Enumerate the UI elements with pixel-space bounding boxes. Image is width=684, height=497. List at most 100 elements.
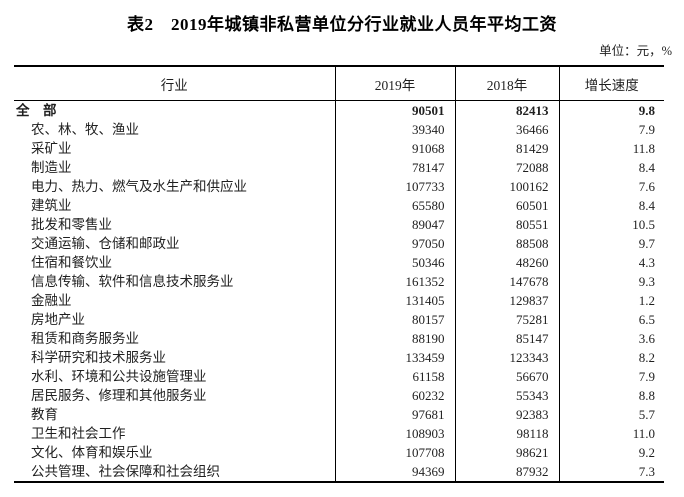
table-row: 教育 97681 92383 5.7	[14, 405, 664, 424]
industry-cell: 租赁和商务服务业	[14, 329, 336, 348]
growth-cell: 9.7	[638, 236, 655, 251]
table-body: 全 部 90501 82413 9.8 农、林、牧、渔业 39340 36466…	[14, 100, 664, 482]
growth-cell: 8.8	[638, 388, 655, 403]
value-2019-cell: 88190	[335, 329, 456, 348]
table-row: 公共管理、社会保障和社会组织 94369 87932 7.3	[14, 462, 664, 482]
table-row: 全 部 90501 82413 9.8	[14, 100, 664, 120]
industry-cell: 教育	[14, 405, 336, 424]
growth-cell: 5.7	[638, 407, 655, 422]
value-2018-cell: 80551	[455, 215, 560, 234]
value-2018-cell: 147678	[455, 272, 560, 291]
growth-cell: 9.3	[638, 274, 655, 289]
value-2018-cell: 81429	[455, 139, 560, 158]
value-2018-cell: 98621	[455, 443, 560, 462]
value-2019-cell: 89047	[335, 215, 456, 234]
value-2018-cell: 55343	[455, 386, 560, 405]
table-row: 建筑业 65580 60501 8.4	[14, 196, 664, 215]
industry-cell: 居民服务、修理和其他服务业	[14, 386, 336, 405]
value-2018-cell: 98118	[455, 424, 560, 443]
table-row: 租赁和商务服务业 88190 85147 3.6	[14, 329, 664, 348]
value-2018-cell: 87932	[455, 462, 560, 482]
value-2019-cell: 78147	[335, 158, 456, 177]
value-2018-cell: 75281	[455, 310, 560, 329]
growth-cell: 10.5	[632, 217, 655, 232]
value-2019-cell: 90501	[335, 100, 456, 120]
growth-cell: 11.0	[632, 426, 655, 441]
value-2018-cell: 72088	[455, 158, 560, 177]
industry-cell: 农、林、牧、渔业	[14, 120, 336, 139]
growth-cell: 7.9	[638, 122, 655, 137]
table-row: 住宿和餐饮业 50346 48260 4.3	[14, 253, 664, 272]
value-2019-cell: 107733	[335, 177, 456, 196]
value-2019-cell: 131405	[335, 291, 456, 310]
table-row: 金融业 131405 129837 1.2	[14, 291, 664, 310]
table-row: 房地产业 80157 75281 6.5	[14, 310, 664, 329]
industry-cell: 公共管理、社会保障和社会组织	[14, 462, 336, 482]
value-2019-cell: 80157	[335, 310, 456, 329]
growth-cell: 8.4	[638, 160, 655, 175]
value-2018-cell: 123343	[455, 348, 560, 367]
header-2019: 2019年	[335, 66, 456, 101]
growth-cell: 1.2	[638, 293, 655, 308]
value-2018-cell: 60501	[455, 196, 560, 215]
industry-cell: 交通运输、仓储和邮政业	[14, 234, 336, 253]
industry-cell: 房地产业	[14, 310, 336, 329]
table-row: 信息传输、软件和信息技术服务业 161352 147678 9.3	[14, 272, 664, 291]
industry-cell: 科学研究和技术服务业	[14, 348, 336, 367]
header-2018: 2018年	[455, 66, 560, 101]
value-2019-cell: 50346	[335, 253, 456, 272]
growth-cell: 7.6	[638, 179, 655, 194]
value-2018-cell: 100162	[455, 177, 560, 196]
table-row: 居民服务、修理和其他服务业 60232 55343 8.8	[14, 386, 664, 405]
industry-cell: 住宿和餐饮业	[14, 253, 336, 272]
table-row: 制造业 78147 72088 8.4	[14, 158, 664, 177]
value-2019-cell: 91068	[335, 139, 456, 158]
value-2018-cell: 85147	[455, 329, 560, 348]
value-2018-cell: 88508	[455, 234, 560, 253]
page-title: 表2 2019年城镇非私营单位分行业就业人员年平均工资	[127, 15, 557, 34]
value-2019-cell: 39340	[335, 120, 456, 139]
table-row: 批发和零售业 89047 80551 10.5	[14, 215, 664, 234]
table-row: 水利、环境和公共设施管理业 61158 56670 7.9	[14, 367, 664, 386]
table-row: 采矿业 91068 81429 11.8	[14, 139, 664, 158]
value-2018-cell: 82413	[455, 100, 560, 120]
industry-cell: 制造业	[14, 158, 336, 177]
value-2018-cell: 48260	[455, 253, 560, 272]
growth-cell: 11.8	[632, 141, 655, 156]
value-2019-cell: 61158	[335, 367, 456, 386]
industry-cell: 金融业	[14, 291, 336, 310]
value-2019-cell: 65580	[335, 196, 456, 215]
value-2019-cell: 133459	[335, 348, 456, 367]
industry-cell: 电力、热力、燃气及水生产和供应业	[14, 177, 336, 196]
industry-cell: 批发和零售业	[14, 215, 336, 234]
header-growth: 增长速度	[559, 66, 664, 101]
value-2019-cell: 107708	[335, 443, 456, 462]
table-header: 行业 2019年 2018年 增长速度	[14, 66, 664, 101]
header-row: 行业 2019年 2018年 增长速度	[14, 66, 664, 101]
value-2018-cell: 129837	[455, 291, 560, 310]
value-2019-cell: 108903	[335, 424, 456, 443]
table-row: 科学研究和技术服务业 133459 123343 8.2	[14, 348, 664, 367]
industry-cell: 采矿业	[14, 139, 336, 158]
table-row: 农、林、牧、渔业 39340 36466 7.9	[14, 120, 664, 139]
growth-cell: 8.2	[638, 350, 655, 365]
value-2019-cell: 161352	[335, 272, 456, 291]
growth-cell: 4.3	[638, 255, 655, 270]
industry-cell: 文化、体育和娱乐业	[14, 443, 336, 462]
value-2018-cell: 92383	[455, 405, 560, 424]
growth-cell: 9.2	[638, 445, 655, 460]
table-row: 卫生和社会工作 108903 98118 11.0	[14, 424, 664, 443]
industry-cell: 卫生和社会工作	[14, 424, 336, 443]
value-2019-cell: 97681	[335, 405, 456, 424]
growth-cell: 8.4	[638, 198, 655, 213]
table-row: 电力、热力、燃气及水生产和供应业 107733 100162 7.6	[14, 177, 664, 196]
growth-cell: 3.6	[638, 331, 655, 346]
growth-cell: 6.5	[638, 312, 655, 327]
industry-cell: 全 部	[14, 100, 336, 120]
value-2018-cell: 56670	[455, 367, 560, 386]
table-row: 交通运输、仓储和邮政业 97050 88508 9.7	[14, 234, 664, 253]
value-2019-cell: 60232	[335, 386, 456, 405]
value-2019-cell: 94369	[335, 462, 456, 482]
industry-cell: 水利、环境和公共设施管理业	[14, 367, 336, 386]
header-industry: 行业	[14, 66, 336, 101]
